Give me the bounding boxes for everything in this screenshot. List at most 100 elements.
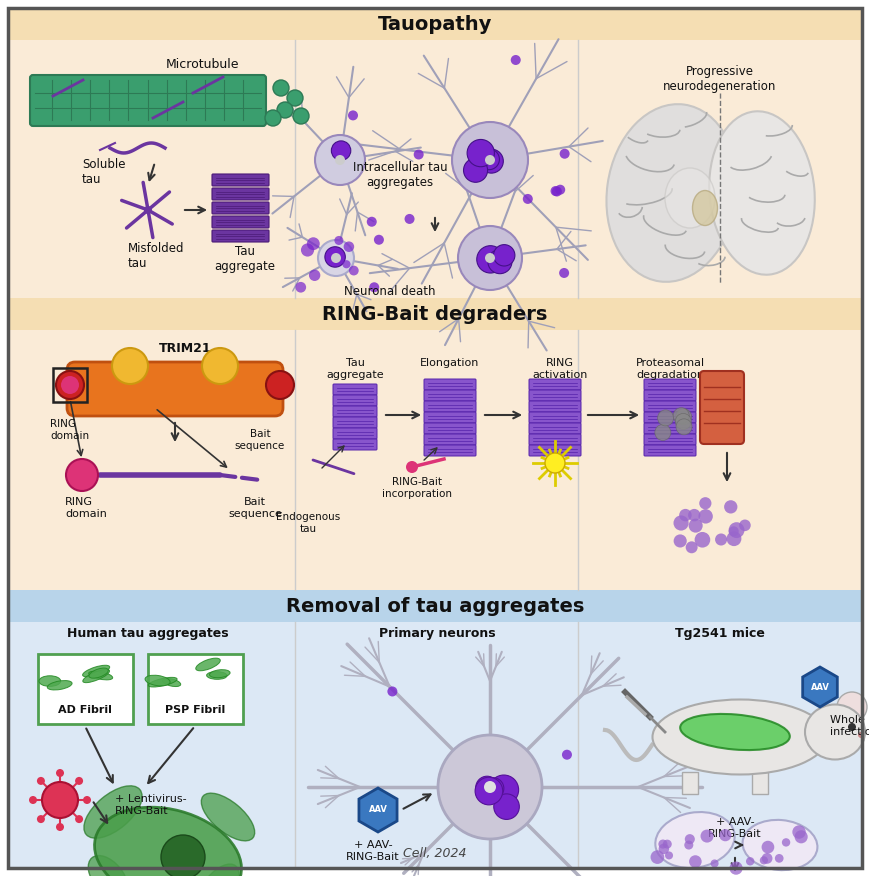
- Circle shape: [315, 135, 365, 185]
- Circle shape: [522, 194, 532, 204]
- Circle shape: [759, 856, 767, 865]
- FancyBboxPatch shape: [423, 423, 475, 434]
- Circle shape: [324, 247, 345, 267]
- Polygon shape: [359, 788, 396, 832]
- Circle shape: [559, 268, 568, 278]
- Bar: [38, 654, 133, 724]
- Circle shape: [544, 453, 564, 473]
- Circle shape: [728, 861, 742, 875]
- Text: Neuronal death: Neuronal death: [344, 285, 435, 298]
- Text: RING
domain: RING domain: [50, 420, 89, 441]
- Ellipse shape: [88, 856, 128, 876]
- Ellipse shape: [201, 793, 255, 841]
- Circle shape: [75, 815, 83, 823]
- Circle shape: [348, 110, 358, 120]
- Circle shape: [774, 854, 783, 863]
- Bar: [53, 368, 87, 402]
- Circle shape: [554, 185, 565, 194]
- Text: RING-Bait
incorporation: RING-Bait incorporation: [381, 477, 452, 498]
- Ellipse shape: [39, 675, 61, 687]
- Text: Proteasomal
degradation: Proteasomal degradation: [634, 358, 704, 379]
- FancyBboxPatch shape: [333, 439, 376, 450]
- Circle shape: [687, 509, 700, 521]
- Circle shape: [688, 855, 701, 868]
- Circle shape: [739, 519, 750, 531]
- Circle shape: [699, 498, 711, 509]
- Text: Tauopathy: Tauopathy: [377, 16, 492, 34]
- FancyBboxPatch shape: [30, 75, 266, 126]
- Bar: [681, 772, 697, 794]
- Bar: [8, 590, 861, 622]
- Circle shape: [679, 509, 691, 521]
- Circle shape: [478, 149, 499, 170]
- Circle shape: [761, 853, 772, 864]
- Circle shape: [847, 723, 855, 731]
- Circle shape: [318, 240, 354, 276]
- Circle shape: [685, 541, 697, 554]
- Circle shape: [700, 830, 713, 843]
- Circle shape: [561, 750, 571, 759]
- Ellipse shape: [83, 665, 109, 677]
- Circle shape: [494, 794, 519, 819]
- Circle shape: [836, 692, 866, 722]
- Bar: [148, 654, 242, 724]
- Circle shape: [559, 149, 569, 159]
- Circle shape: [413, 150, 423, 159]
- Text: AD Fibril: AD Fibril: [58, 705, 112, 715]
- Ellipse shape: [209, 669, 229, 678]
- Circle shape: [56, 769, 64, 777]
- Text: Misfolded
tau: Misfolded tau: [128, 242, 184, 270]
- Circle shape: [367, 216, 376, 227]
- FancyBboxPatch shape: [333, 395, 376, 406]
- Text: AAV: AAV: [368, 806, 387, 815]
- Circle shape: [673, 515, 688, 531]
- Text: Whole CNS
infection: Whole CNS infection: [829, 715, 869, 737]
- Ellipse shape: [664, 168, 714, 228]
- Circle shape: [673, 407, 688, 424]
- Circle shape: [276, 102, 293, 118]
- FancyBboxPatch shape: [643, 390, 695, 401]
- Circle shape: [675, 419, 691, 434]
- Circle shape: [161, 835, 205, 876]
- Ellipse shape: [89, 671, 113, 680]
- Circle shape: [684, 834, 694, 844]
- Ellipse shape: [606, 104, 737, 282]
- Ellipse shape: [196, 658, 220, 671]
- Text: RING
domain: RING domain: [65, 497, 107, 519]
- FancyBboxPatch shape: [212, 188, 269, 200]
- FancyBboxPatch shape: [333, 384, 376, 395]
- Ellipse shape: [652, 700, 826, 774]
- Circle shape: [684, 840, 693, 850]
- Circle shape: [698, 509, 712, 524]
- Text: Human tau aggregates: Human tau aggregates: [67, 627, 229, 640]
- Circle shape: [61, 376, 79, 394]
- Circle shape: [343, 242, 354, 252]
- Bar: [8, 298, 861, 330]
- Bar: [8, 8, 861, 298]
- Circle shape: [308, 270, 320, 281]
- FancyBboxPatch shape: [643, 445, 695, 456]
- FancyBboxPatch shape: [423, 379, 475, 390]
- Text: Cell, 2024: Cell, 2024: [403, 846, 466, 859]
- FancyBboxPatch shape: [423, 390, 475, 401]
- Circle shape: [662, 839, 671, 849]
- Circle shape: [56, 371, 84, 399]
- Ellipse shape: [804, 704, 864, 759]
- FancyBboxPatch shape: [528, 423, 580, 434]
- Circle shape: [658, 844, 668, 854]
- Text: Primary neurons: Primary neurons: [378, 627, 494, 640]
- Text: Soluble
tau: Soluble tau: [82, 158, 125, 186]
- Circle shape: [36, 815, 45, 823]
- Circle shape: [793, 830, 806, 844]
- Text: Bait
sequence: Bait sequence: [228, 497, 282, 519]
- FancyBboxPatch shape: [212, 230, 269, 242]
- Circle shape: [266, 371, 294, 399]
- FancyBboxPatch shape: [423, 401, 475, 412]
- Circle shape: [66, 459, 98, 491]
- Circle shape: [688, 519, 702, 533]
- Circle shape: [728, 522, 744, 538]
- Ellipse shape: [47, 681, 72, 690]
- Circle shape: [476, 245, 503, 273]
- FancyBboxPatch shape: [700, 371, 743, 444]
- Circle shape: [307, 237, 320, 251]
